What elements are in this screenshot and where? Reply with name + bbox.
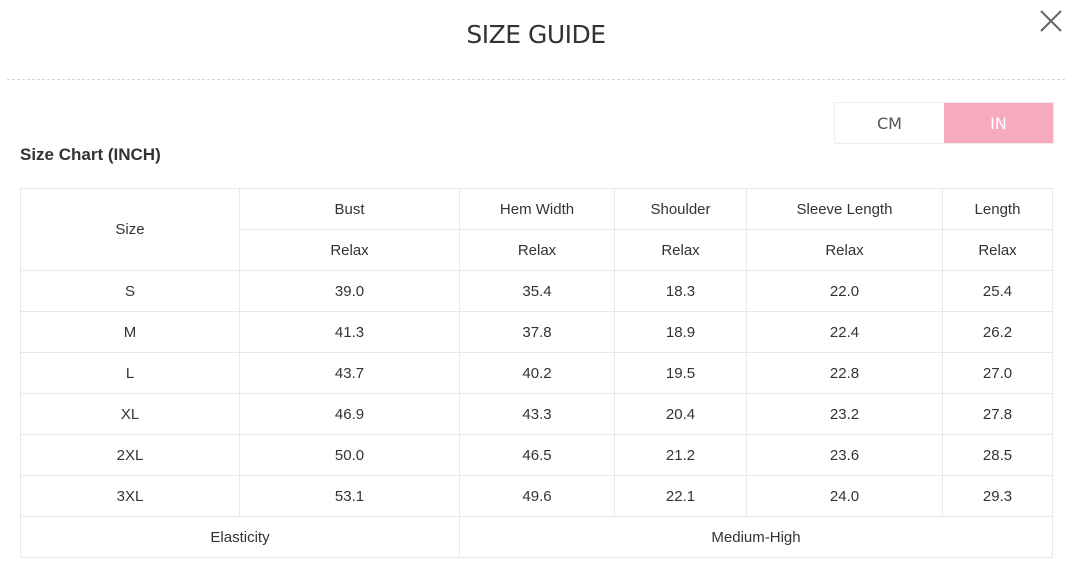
size-cell: 2XL bbox=[20, 434, 240, 476]
table-row: 2XL 50.0 46.5 21.2 23.6 28.5 bbox=[20, 434, 1053, 476]
page-title: SIZE GUIDE bbox=[466, 20, 606, 49]
fit-cell: Relax bbox=[459, 229, 615, 271]
column-header: Bust bbox=[239, 188, 460, 230]
value-cell: 35.4 bbox=[459, 270, 615, 312]
elasticity-row: Elasticity Medium-High bbox=[20, 516, 1053, 558]
unit-in-button[interactable]: IN bbox=[944, 103, 1053, 143]
value-cell: 46.9 bbox=[239, 393, 460, 435]
value-cell: 53.1 bbox=[239, 475, 460, 517]
column-header: Sleeve Length bbox=[746, 188, 943, 230]
size-header: Size bbox=[20, 188, 240, 271]
value-cell: 22.8 bbox=[746, 352, 943, 394]
value-cell: 18.9 bbox=[614, 311, 747, 353]
value-cell: 26.2 bbox=[942, 311, 1053, 353]
value-cell: 50.0 bbox=[239, 434, 460, 476]
value-cell: 41.3 bbox=[239, 311, 460, 353]
value-cell: 46.5 bbox=[459, 434, 615, 476]
size-cell: 3XL bbox=[20, 475, 240, 517]
value-cell: 22.4 bbox=[746, 311, 943, 353]
size-cell: XL bbox=[20, 393, 240, 435]
value-cell: 28.5 bbox=[942, 434, 1053, 476]
column-header: Length bbox=[942, 188, 1053, 230]
table-row: 3XL 53.1 49.6 22.1 24.0 29.3 bbox=[20, 475, 1053, 517]
value-cell: 39.0 bbox=[239, 270, 460, 312]
fit-cell: Relax bbox=[746, 229, 943, 271]
header-row: Size Bust Hem Width Shoulder Sleeve Leng… bbox=[20, 188, 1053, 271]
value-cell: 20.4 bbox=[614, 393, 747, 435]
value-cell: 43.7 bbox=[239, 352, 460, 394]
fit-cell: Relax bbox=[614, 229, 747, 271]
value-cell: 40.2 bbox=[459, 352, 615, 394]
value-cell: 49.6 bbox=[459, 475, 615, 517]
column-header: Hem Width bbox=[459, 188, 615, 230]
size-cell: M bbox=[20, 311, 240, 353]
elasticity-value: Medium-High bbox=[459, 516, 1053, 558]
elasticity-label: Elasticity bbox=[20, 516, 460, 558]
size-cell: S bbox=[20, 270, 240, 312]
value-cell: 27.8 bbox=[942, 393, 1053, 435]
fit-cell: Relax bbox=[942, 229, 1053, 271]
value-cell: 18.3 bbox=[614, 270, 747, 312]
value-cell: 27.0 bbox=[942, 352, 1053, 394]
unit-cm-button[interactable]: CM bbox=[877, 113, 902, 133]
value-cell: 22.0 bbox=[746, 270, 943, 312]
value-cell: 19.5 bbox=[614, 352, 747, 394]
value-cell: 22.1 bbox=[614, 475, 747, 517]
fit-row: Relax Relax Relax Relax Relax bbox=[21, 229, 1053, 271]
value-cell: 37.8 bbox=[459, 311, 615, 353]
value-cell: 43.3 bbox=[459, 393, 615, 435]
divider bbox=[7, 79, 1065, 80]
column-header: Shoulder bbox=[614, 188, 747, 230]
value-cell: 23.6 bbox=[746, 434, 943, 476]
size-table: Size Bust Hem Width Shoulder Sleeve Leng… bbox=[20, 188, 1053, 558]
table-row: M 41.3 37.8 18.9 22.4 26.2 bbox=[20, 311, 1053, 353]
value-cell: 25.4 bbox=[942, 270, 1053, 312]
value-cell: 23.2 bbox=[746, 393, 943, 435]
unit-toggle: CM IN bbox=[834, 102, 1054, 144]
size-chart-title: Size Chart (INCH) bbox=[20, 145, 161, 164]
table-row: S 39.0 35.4 18.3 22.0 25.4 bbox=[20, 270, 1053, 312]
table-row: L 43.7 40.2 19.5 22.8 27.0 bbox=[20, 352, 1053, 394]
table-row: XL 46.9 43.3 20.4 23.2 27.8 bbox=[20, 393, 1053, 435]
fit-cell: Relax bbox=[239, 229, 460, 271]
close-icon[interactable] bbox=[1038, 8, 1064, 34]
value-cell: 21.2 bbox=[614, 434, 747, 476]
value-cell: 29.3 bbox=[942, 475, 1053, 517]
value-cell: 24.0 bbox=[746, 475, 943, 517]
size-cell: L bbox=[20, 352, 240, 394]
